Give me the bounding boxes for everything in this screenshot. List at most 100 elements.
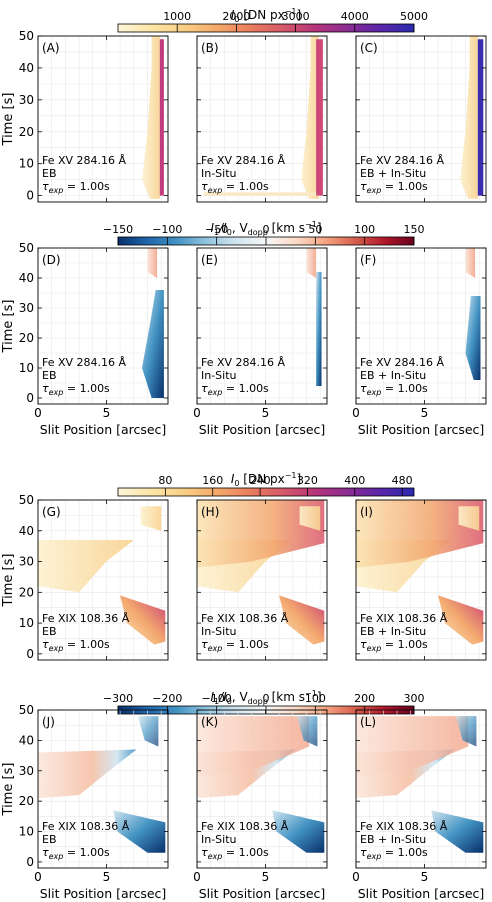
y-tick-label: 0 (26, 189, 34, 203)
model-label: EB + In-Situ (360, 167, 426, 180)
y-tick-label: 50 (19, 493, 34, 507)
colorbar-tick-label: 3000 (282, 10, 310, 23)
axes-frame (355, 247, 487, 405)
exposure-label: τexp = 1.00s (201, 382, 269, 397)
panel-letter: (E) (201, 253, 218, 267)
x-tick-label: 5 (262, 406, 270, 420)
section-4: I1/I0, Vdopp [km s−1]−300 −200 −100 0 100 200… (1, 689, 487, 901)
line-label: Fe XV 284.16 Å (360, 154, 445, 167)
intensity-peak (477, 39, 484, 196)
colorbar-tick-label: 480 (392, 474, 413, 487)
x-tick-label: 0 (193, 406, 201, 420)
section-2: I1/I0, Vdopp [km s−1]−150 −100 −50 0 50 100 15… (1, 220, 487, 437)
ticks (355, 247, 486, 404)
redshift-region (197, 716, 310, 777)
colorbar-tick-label: 100 (354, 223, 375, 236)
colorbar-tick-label: −50 (205, 223, 228, 236)
blueshift-region (465, 296, 481, 380)
y-tick-label: 30 (19, 764, 34, 778)
x-tick-label: 5 (262, 870, 270, 884)
y-axis-label: Time [s] (1, 554, 16, 608)
y-axis-label: Time [s] (1, 93, 16, 147)
colorbar-label: I1/I0, Vdopp [km s−1] (211, 220, 322, 237)
axes-frame (355, 35, 487, 203)
colorbar-tick-label: 100 (305, 692, 326, 705)
blueshift-region (272, 810, 325, 853)
y-tick-label: 10 (19, 616, 34, 630)
model-label: EB (42, 167, 57, 180)
ticks (196, 499, 327, 660)
colorbar-tick-label: 240 (250, 474, 271, 487)
colorbar-tick-label: 1000 (163, 10, 191, 23)
ticks (196, 247, 327, 404)
blueshift-region (113, 810, 166, 853)
ticks (355, 499, 486, 660)
colorbar-tick-label: −100 (202, 692, 232, 705)
heatmap-data (197, 716, 325, 853)
x-tick-label: 5 (103, 870, 111, 884)
panel-letter: (H) (201, 505, 219, 519)
redshift-region (306, 248, 317, 278)
line-label: Fe XIX 108.36 Å (42, 820, 130, 833)
heatmap-data (142, 248, 164, 398)
heatmap-data (38, 716, 166, 853)
section-1: I0 [DN px−1] 1000 2000 3000 4000 5000 0 10 20 30 4… (1, 7, 487, 203)
intensity-region-upper (197, 500, 325, 568)
x-tick-label: 0 (34, 870, 42, 884)
line-label: Fe XIX 108.36 Å (201, 820, 289, 833)
colorbar-tick-label: −100 (152, 223, 182, 236)
colorbar-label: I1/I0, Vdopp [km s−1] (211, 689, 322, 706)
blueshift-region (142, 290, 164, 398)
model-label: EB + In-Situ (360, 833, 426, 846)
colorbar-tick-label: 0 (263, 223, 270, 236)
x-tick-label: 5 (103, 406, 111, 420)
intensity-region-top (458, 506, 480, 531)
panel-letter: (J) (42, 715, 55, 729)
redshift-region (147, 248, 158, 278)
blueshift-region-top (296, 716, 318, 747)
exposure-label: τexp = 1.00s (201, 638, 269, 653)
axes-frame (355, 499, 487, 661)
x-tick-label: 0 (193, 870, 201, 884)
y-tick-label: 20 (19, 125, 34, 139)
blueshift-region (316, 272, 322, 386)
heatmap-data (203, 36, 323, 199)
line-label: Fe XV 284.16 Å (201, 356, 286, 369)
heatmap-data (460, 36, 484, 199)
colorbar-tick-label: −150 (103, 223, 133, 236)
colorbar-tick-label: 150 (404, 223, 425, 236)
y-tick-label: 30 (19, 93, 34, 107)
y-tick-label: 50 (19, 703, 34, 717)
y-tick-label: 10 (19, 361, 34, 375)
axes-frame (196, 709, 328, 869)
line-label: Fe XIX 108.36 Å (360, 612, 448, 625)
intensity-region-top (299, 506, 321, 531)
x-tick-label: 0 (34, 406, 42, 420)
intensity-region (301, 36, 319, 199)
y-tick-label: 10 (19, 825, 34, 839)
model-label: EB + In-Situ (360, 369, 426, 382)
colorbar-label: I0 [DN px−1] (231, 7, 301, 24)
model-label: In-Situ (201, 167, 237, 180)
y-tick-label: 0 (26, 647, 34, 661)
ticks (37, 35, 168, 202)
colorbar-tick-label: 4000 (341, 10, 369, 23)
intensity-peak (316, 39, 323, 196)
y-tick-label: 30 (19, 555, 34, 569)
exposure-label: τexp = 1.00s (360, 180, 428, 195)
exposure-label: τexp = 1.00s (360, 846, 428, 861)
y-axis-label: Time [s] (1, 300, 16, 354)
axes-frame (196, 499, 328, 661)
blueshift-region-top (137, 716, 159, 747)
colorbar-label: I0 [DN px−1] (231, 471, 301, 488)
axes-frame (37, 499, 169, 661)
colorbar-tick-label: 5000 (400, 10, 428, 23)
panel-letter: (D) (42, 253, 61, 267)
line-label: Fe XV 284.16 Å (42, 154, 127, 167)
intensity-region-top (140, 506, 162, 531)
blueshift-region-top (455, 716, 477, 747)
